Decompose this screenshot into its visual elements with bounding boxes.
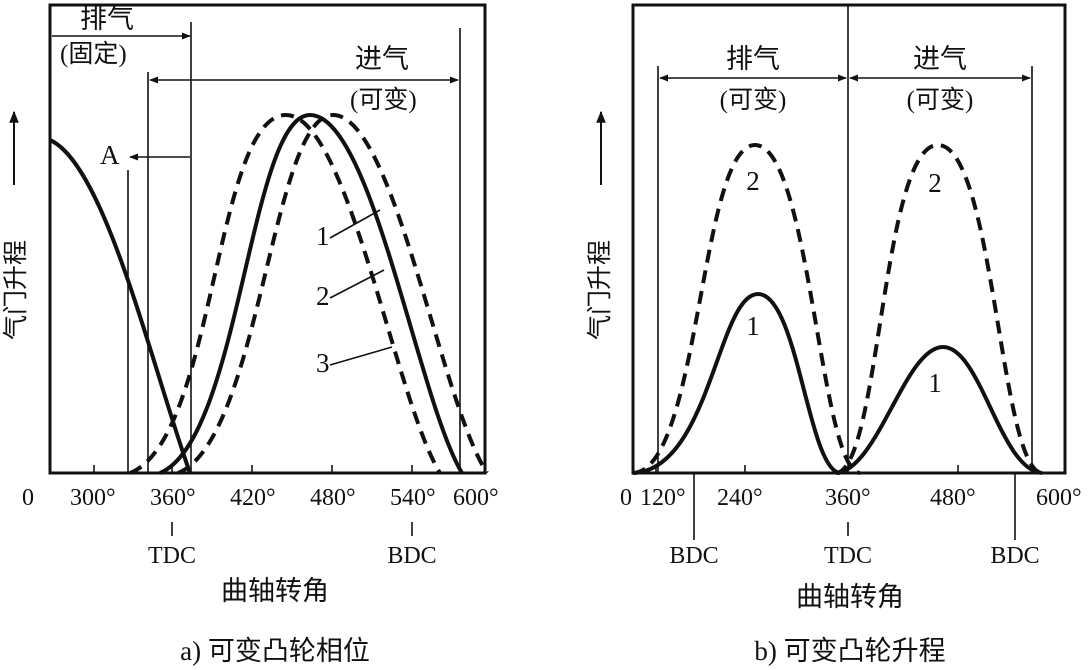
- panel-b-intake-curve-label-2: 2: [928, 168, 942, 198]
- panel-a-tick-480: 480°: [310, 485, 356, 511]
- panel-a-curve-label-3: 3: [316, 348, 330, 378]
- panel-a-tick-0: 0: [22, 485, 34, 511]
- panel-b-exhaust-curve-2: [632, 142, 861, 475]
- panel-a-tick-600: 600°: [453, 485, 499, 511]
- panel-a-exhaust-label: 排气: [80, 4, 134, 34]
- panel-a-leader-1: [329, 209, 381, 239]
- panel-a-intake-note: (可变): [350, 86, 417, 114]
- panel-b-bdc-right-label: BDC: [990, 543, 1039, 569]
- panel-a-point-a: A: [100, 140, 120, 170]
- panel-b-variable-cam-lift: 气门升程 排气 (可变) 进气 (可变) 2 1 2 1 0 120° 240°…: [586, 3, 1082, 666]
- panel-b-exhaust-curve-1: [632, 291, 841, 475]
- panel-b-tick-480: 480°: [930, 485, 976, 511]
- panel-a-variable-cam-phase: 气门升程 排气 (固定) 进气 (可变) A 1 2 3: [2, 3, 499, 666]
- panel-a-intake-curve-3: [129, 112, 442, 475]
- panel-a-tick-360: 360°: [150, 485, 196, 511]
- panel-b-bdc-left-label: BDC: [669, 543, 718, 569]
- panel-b-tick-0: 0: [620, 485, 632, 511]
- panel-a-y-label: 气门升程: [2, 240, 30, 340]
- panel-a-exhaust-curve: [49, 138, 192, 474]
- panel-b-exhaust-curve-label-2: 2: [746, 166, 760, 196]
- panel-b-tick-240: 240°: [717, 485, 763, 511]
- panel-b-exhaust-note: (可变): [720, 86, 787, 114]
- panel-b-intake-curve-label-1: 1: [928, 368, 942, 398]
- panel-a-caption: a) 可变凸轮相位: [180, 636, 370, 666]
- panel-b-intake-label: 进气: [913, 44, 967, 74]
- panel-b-intake-note: (可变): [907, 86, 974, 114]
- panel-b-intake-curve-1: [835, 344, 1043, 475]
- panel-b-x-ticks: [655, 465, 959, 473]
- panel-a-leader-3: [329, 346, 393, 366]
- panel-b-exhaust-label: 排气: [726, 44, 780, 74]
- panel-a-exhaust-note: (固定): [60, 40, 127, 68]
- panel-a-intake-curve-2: [159, 112, 464, 475]
- panel-a-x-label: 曲轴转角: [221, 576, 329, 606]
- panel-b-y-label: 气门升程: [586, 240, 614, 340]
- panel-a-intake-label: 进气: [355, 44, 409, 74]
- panel-b-tdc-label: TDC: [824, 543, 872, 569]
- panel-b-exhaust-curve-label-1: 1: [746, 311, 760, 341]
- panel-b-tick-360: 360°: [825, 485, 871, 511]
- panel-a-tick-300: 300°: [70, 485, 116, 511]
- panel-a-leader-2: [329, 269, 385, 299]
- panel-b-x-label: 曲轴转角: [796, 582, 904, 612]
- panel-a-tick-420: 420°: [230, 485, 276, 511]
- panel-b-frame: [631, 3, 1067, 475]
- panel-a-bdc-label: BDC: [387, 543, 436, 569]
- panel-a-x-ticks: [93, 465, 413, 473]
- panel-b-intake-curve-2: [835, 142, 1043, 475]
- panel-a-tick-540: 540°: [390, 485, 436, 511]
- panel-a-intake-curve-1: [177, 112, 489, 475]
- panel-a-tdc-label: TDC: [148, 543, 196, 569]
- panel-a-curve-label-2: 2: [316, 281, 330, 311]
- panel-b-tick-600: 600°: [1036, 485, 1082, 511]
- panel-a-curve-label-1: 1: [316, 221, 330, 251]
- panel-a-frame: [48, 3, 487, 475]
- panel-b-tick-120: 120°: [640, 485, 686, 511]
- panel-b-caption: b) 可变凸轮升程: [754, 636, 945, 666]
